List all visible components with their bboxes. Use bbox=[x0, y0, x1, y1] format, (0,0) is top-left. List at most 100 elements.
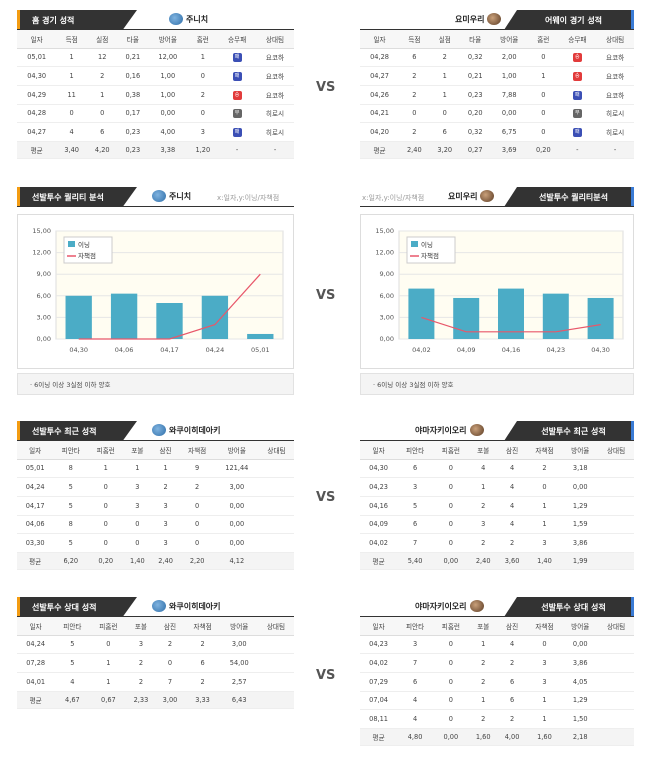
table-cell: 패 bbox=[218, 66, 257, 86]
column-header: 자책점 bbox=[526, 441, 563, 460]
average-cell: 1,60 bbox=[526, 728, 563, 746]
table-cell: 0 bbox=[429, 104, 460, 124]
table-row: 04,24 5 0 3 2 2 3,00 bbox=[17, 477, 294, 497]
y-tick-label: 12,00 bbox=[375, 249, 394, 257]
table-cell bbox=[258, 496, 294, 516]
table-cell: 0 bbox=[86, 104, 118, 124]
header-rule bbox=[17, 440, 294, 441]
table-cell: 04,26 bbox=[360, 85, 400, 105]
table-cell: 3 bbox=[397, 477, 433, 497]
column-header: 방어율 bbox=[214, 441, 259, 460]
quality-right-chart: 15,00 12,00 9,00 6,00 3,00 0,00 04,02 04,09 04,1… bbox=[360, 214, 634, 369]
recent-right-header: 야마자키이오리 선발투수 최근 성적 bbox=[360, 421, 634, 441]
column-header: 포볼 bbox=[468, 441, 498, 460]
table-row: 04,02 7 0 2 2 3 3,86 bbox=[360, 653, 634, 673]
table-cell: 0 bbox=[526, 635, 563, 655]
axis-hint: x:일자,y:이닝/자책점 bbox=[217, 194, 280, 202]
y-tick-label: 0,00 bbox=[37, 335, 51, 343]
dragons-logo-icon bbox=[169, 13, 183, 25]
table-cell: 4 bbox=[54, 672, 91, 692]
table-cell: 1 bbox=[86, 85, 118, 105]
average-cell bbox=[598, 552, 634, 570]
table-cell bbox=[257, 653, 294, 673]
result-badge: 패 bbox=[232, 53, 242, 63]
table-cell: 4,00 bbox=[148, 122, 188, 142]
table-cell: 1,00 bbox=[490, 66, 529, 86]
table-cell: 요코하 bbox=[596, 48, 634, 68]
average-cell: 0,67 bbox=[90, 691, 127, 709]
table-row: 04,30 1 2 0,16 1,00 0 패 요코하 bbox=[17, 66, 294, 86]
table-cell: 0,16 bbox=[117, 66, 149, 86]
table-cell: 04,21 bbox=[360, 104, 400, 124]
table-cell bbox=[598, 533, 634, 553]
table-cell: 0 bbox=[432, 709, 469, 729]
table-cell bbox=[598, 672, 634, 692]
table-cell: 1 bbox=[151, 459, 180, 479]
table-cell: 요코하 bbox=[256, 85, 294, 105]
bar bbox=[498, 288, 524, 339]
quality-left-svg: 15,00 12,00 9,00 6,00 3,00 0,00 04,30 04,06 04,1… bbox=[32, 227, 284, 354]
table-cell: 0,00 bbox=[490, 104, 529, 124]
table-cell: 03,30 bbox=[17, 533, 54, 553]
table-cell: 0 bbox=[88, 533, 124, 553]
table-cell: 0 bbox=[90, 635, 127, 655]
column-header: 피홈런 bbox=[432, 617, 469, 636]
result-badge: 무 bbox=[232, 109, 242, 119]
away-team-name: 요미우리 bbox=[455, 13, 502, 25]
table-cell: 1 bbox=[468, 477, 498, 497]
table-cell: 1 bbox=[90, 672, 127, 692]
line-series bbox=[421, 316, 601, 333]
legend-label: 이닝 bbox=[78, 240, 90, 249]
y-tick-label: 9,00 bbox=[37, 270, 51, 278]
table-cell: 04,29 bbox=[17, 85, 57, 105]
away-record-table: 일자 득점 실점 타율 방어율 홈런 승무패 상대팀 04,28 6 2 0,32 2,00 0 승 요코하 0… bbox=[360, 30, 634, 159]
column-header: 상대팀 bbox=[598, 441, 634, 460]
table-cell: 승 bbox=[558, 66, 597, 86]
away-record-header: 요미우리 어웨이 경기 성적 bbox=[360, 10, 634, 30]
table-cell: 0 bbox=[432, 653, 469, 673]
table-cell: 6 bbox=[397, 672, 433, 692]
table-cell: 3 bbox=[126, 635, 156, 655]
table-cell: 04,30 bbox=[17, 66, 57, 86]
vs-right-table: 일자 피안타 피홈런 포볼 삼진 자책점 방어율 상대팀 04,23 3 0 1 4 0 0,00 04,02… bbox=[360, 617, 634, 746]
giants-logo-icon bbox=[480, 190, 495, 202]
table-cell: 요코하 bbox=[256, 48, 294, 68]
table-cell: 0 bbox=[399, 104, 430, 124]
table-cell: 요코하 bbox=[596, 85, 634, 105]
table-cell: 05,01 bbox=[17, 48, 57, 68]
y-tick-label: 6,00 bbox=[380, 292, 394, 300]
table-row: 04,06 8 0 0 3 0 0,00 bbox=[17, 515, 294, 535]
table-cell: 7 bbox=[397, 533, 433, 553]
table-cell: 4 bbox=[497, 477, 527, 497]
dragons-logo-icon bbox=[152, 424, 166, 436]
average-cell: 3,69 bbox=[490, 141, 529, 159]
table-cell: 5 bbox=[53, 496, 89, 516]
table-cell: 패 bbox=[558, 85, 597, 105]
table-header-row: 일자 피안타 피홈런 포볼 삼진 자책점 방어율 상대팀 bbox=[17, 441, 294, 460]
table-cell: 패 bbox=[218, 48, 257, 68]
table-cell: 2 bbox=[179, 477, 215, 497]
table-cell: 0,00 bbox=[148, 104, 188, 124]
column-header: 상대팀 bbox=[596, 30, 634, 49]
table-cell: 2 bbox=[526, 459, 563, 479]
table-cell: 2 bbox=[86, 66, 118, 86]
average-cell: 2,40 bbox=[468, 552, 498, 570]
column-header: 방어율 bbox=[220, 617, 258, 636]
table-cell: 3 bbox=[526, 672, 563, 692]
average-cell: 0,20 bbox=[88, 552, 124, 570]
table-cell: 2 bbox=[151, 477, 180, 497]
average-row: 평균 4,80 0,00 1,60 4,00 1,60 2,18 bbox=[360, 728, 634, 746]
table-row: 04,28 6 2 0,32 2,00 0 승 요코하 bbox=[360, 48, 634, 68]
table-cell: 4 bbox=[497, 635, 527, 655]
average-cell: 평균 bbox=[17, 141, 57, 159]
table-cell: 1,29 bbox=[562, 496, 599, 516]
table-cell: 0 bbox=[432, 515, 469, 535]
x-tick-label: 04,09 bbox=[457, 346, 476, 354]
column-header: 포볼 bbox=[468, 617, 498, 636]
table-cell: 04,06 bbox=[17, 515, 54, 535]
average-cell: 6,43 bbox=[220, 691, 258, 709]
table-row: 04,17 5 0 3 3 0 0,00 bbox=[17, 496, 294, 516]
table-row: 05,01 8 1 1 1 9 121,44 bbox=[17, 459, 294, 479]
average-cell: 1,20 bbox=[187, 141, 219, 159]
